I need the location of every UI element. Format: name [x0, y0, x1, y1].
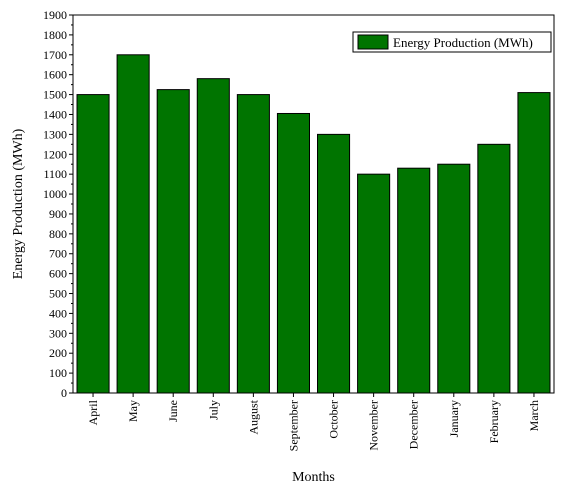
x-tick-label: August	[246, 399, 260, 434]
bar-august	[236, 94, 270, 394]
y-tick-label: 800	[49, 227, 67, 241]
bar-april	[76, 94, 110, 394]
y-tick-label: 1100	[43, 167, 67, 181]
x-tick-label: March	[527, 400, 541, 431]
x-tick-label: February	[487, 400, 501, 443]
bar-june	[156, 89, 190, 394]
x-tick-label: July	[206, 400, 220, 420]
y-tick-label: 1300	[43, 127, 67, 141]
y-tick-label: 400	[49, 306, 67, 320]
bar-october	[317, 133, 351, 394]
x-tick-label: June	[166, 400, 180, 422]
x-tick-label: April	[86, 399, 100, 425]
legend-label: Energy Production (MWh)	[393, 35, 533, 50]
bars-group	[76, 54, 551, 394]
bar-september	[276, 112, 310, 394]
bar-july	[196, 78, 230, 394]
y-tick-label: 900	[49, 207, 67, 221]
bar-may	[116, 54, 150, 394]
x-tick-label: December	[407, 400, 421, 449]
y-tick-label: 1400	[43, 107, 67, 121]
y-tick-label: 1700	[43, 48, 67, 62]
y-tick-label: 100	[49, 366, 67, 380]
bar-march	[517, 92, 551, 394]
x-axis: April May June July August September October No…	[86, 393, 541, 451]
x-tick-label: November	[367, 400, 381, 451]
y-axis: 0 100 200 300 400 500 600 700 800 900 1000 1100 1200…	[43, 8, 73, 400]
legend: Energy Production (MWh)	[352, 31, 552, 53]
y-tick-label: 500	[49, 287, 67, 301]
x-tick-label: May	[126, 400, 140, 422]
y-tick-label: 1000	[43, 187, 67, 201]
y-tick-label: 700	[49, 247, 67, 261]
bar-february	[477, 143, 511, 394]
bar-november	[357, 173, 391, 394]
x-tick-label: October	[327, 400, 341, 439]
y-tick-label: 300	[49, 326, 67, 340]
x-axis-title: Months	[292, 470, 335, 485]
y-tick-label: 1900	[43, 8, 67, 22]
y-tick-label: 200	[49, 346, 67, 360]
bar-january	[437, 163, 471, 394]
x-tick-label: September	[286, 400, 300, 451]
y-tick-label: 1600	[43, 68, 67, 82]
y-tick-label: 0	[61, 386, 67, 400]
x-tick-label: January	[447, 400, 461, 437]
legend-swatch	[357, 34, 389, 50]
y-tick-label: 600	[49, 267, 67, 281]
y-axis-title: Energy Production (MWh)	[11, 128, 26, 279]
bar-december	[397, 167, 431, 394]
y-tick-label: 1800	[43, 28, 67, 42]
y-tick-label: 1200	[43, 147, 67, 161]
legend-box	[352, 31, 552, 53]
y-tick-label: 1500	[43, 88, 67, 102]
